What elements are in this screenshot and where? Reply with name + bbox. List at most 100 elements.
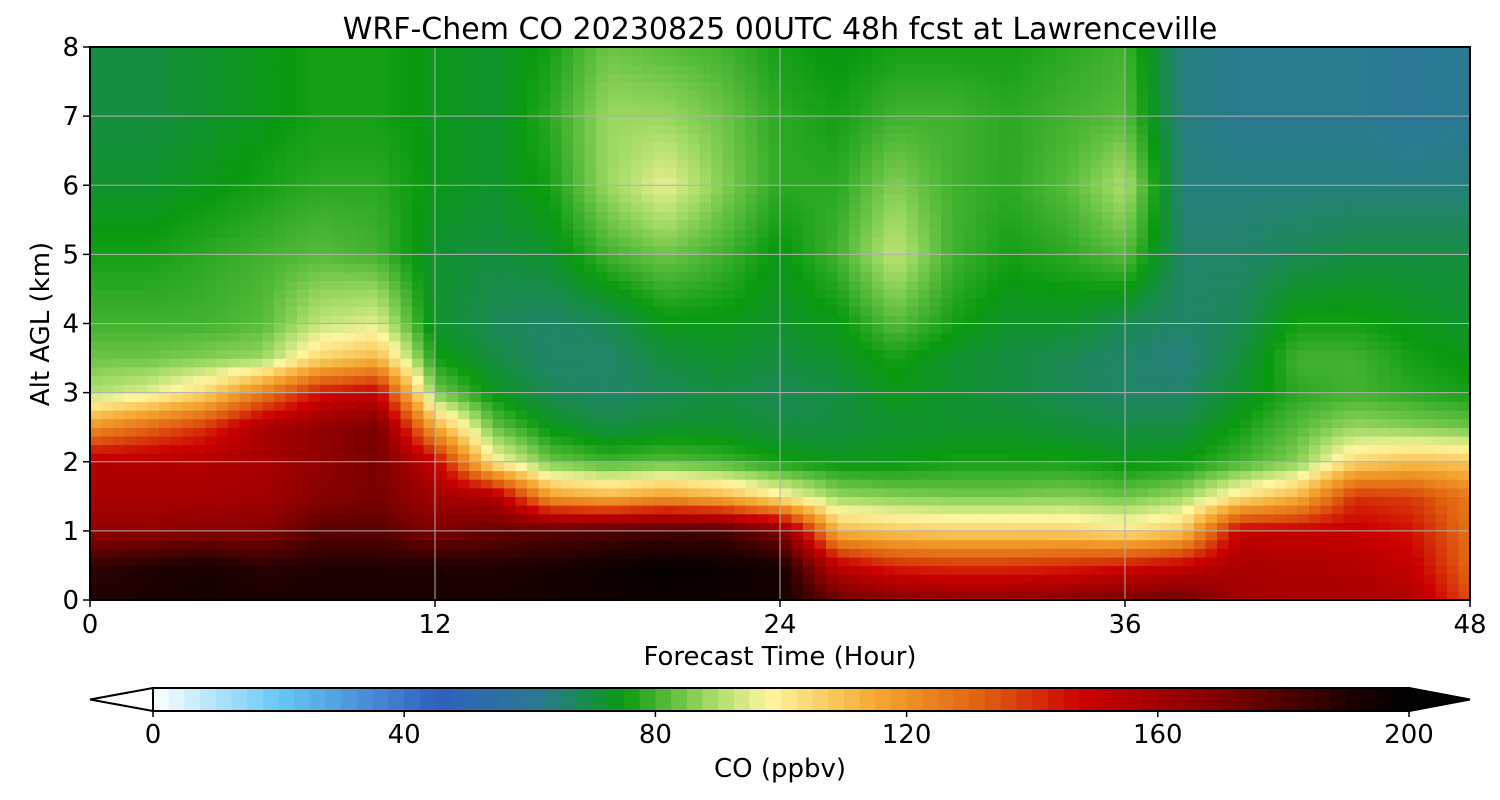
heatmap-cell bbox=[1148, 461, 1161, 472]
heatmap-cell bbox=[711, 271, 724, 281]
heatmap-cell bbox=[1228, 574, 1241, 584]
heatmap-cell bbox=[573, 453, 586, 463]
heatmap-cell bbox=[1355, 556, 1368, 567]
heatmap-cell bbox=[791, 392, 804, 402]
heatmap-cell bbox=[791, 340, 804, 351]
heatmap-cell bbox=[849, 401, 862, 411]
heatmap-cell bbox=[607, 323, 620, 333]
heatmap-cell bbox=[239, 323, 252, 333]
heatmap-cell bbox=[1435, 392, 1448, 402]
heatmap-cell bbox=[929, 271, 942, 281]
heatmap-cell bbox=[791, 245, 804, 256]
heatmap-cell bbox=[906, 375, 919, 385]
heatmap-cell bbox=[653, 479, 666, 489]
heatmap-cell bbox=[159, 392, 172, 402]
heatmap-cell bbox=[860, 487, 873, 498]
heatmap-cell bbox=[929, 548, 942, 558]
heatmap-cell bbox=[1424, 366, 1437, 377]
heatmap-cell bbox=[320, 237, 333, 247]
heatmap-cell bbox=[1297, 530, 1310, 541]
heatmap-cell bbox=[458, 461, 471, 472]
heatmap-cell bbox=[1343, 306, 1356, 316]
heatmap-cell bbox=[389, 418, 402, 428]
heatmap-cell bbox=[205, 237, 218, 247]
heatmap-cell bbox=[1251, 392, 1264, 402]
heatmap-cell bbox=[1366, 513, 1379, 523]
heatmap-cell bbox=[722, 461, 735, 472]
heatmap-cell bbox=[1194, 582, 1207, 593]
heatmap-cell bbox=[216, 401, 229, 411]
heatmap-cell bbox=[699, 539, 712, 549]
heatmap-cell bbox=[469, 245, 482, 256]
heatmap-cell bbox=[182, 392, 195, 402]
heatmap-cell bbox=[1447, 591, 1460, 600]
heatmap-cell bbox=[239, 496, 252, 506]
heatmap-cell bbox=[469, 591, 482, 600]
heatmap-cell bbox=[952, 323, 965, 333]
heatmap-cell bbox=[860, 530, 873, 541]
heatmap-cell bbox=[228, 565, 241, 575]
heatmap-cell bbox=[1378, 530, 1391, 541]
heatmap-cell bbox=[423, 332, 436, 342]
heatmap-cell bbox=[1033, 392, 1046, 402]
heatmap-cell bbox=[998, 522, 1011, 532]
heatmap-cell bbox=[216, 314, 229, 325]
heatmap-cell bbox=[722, 522, 735, 532]
heatmap-cell bbox=[1217, 288, 1230, 299]
heatmap-cell bbox=[1343, 245, 1356, 256]
heatmap-cell bbox=[941, 487, 954, 498]
heatmap-cell bbox=[607, 461, 620, 472]
heatmap-cell bbox=[918, 504, 931, 515]
heatmap-cell bbox=[1010, 461, 1023, 472]
heatmap-cell bbox=[147, 574, 160, 584]
heatmap-cell bbox=[1182, 539, 1195, 549]
heatmap-cell bbox=[1021, 461, 1034, 472]
heatmap-cell bbox=[1366, 504, 1379, 515]
heatmap-cell bbox=[124, 461, 137, 472]
heatmap-cell bbox=[1458, 479, 1470, 489]
heatmap-cell bbox=[642, 340, 655, 351]
heatmap-cell bbox=[1263, 418, 1276, 428]
heatmap-cell bbox=[308, 306, 321, 316]
heatmap-cell bbox=[446, 582, 459, 593]
heatmap-cell bbox=[458, 306, 471, 316]
heatmap-cell bbox=[1458, 418, 1470, 428]
heatmap-cell bbox=[159, 245, 172, 256]
heatmap-cell bbox=[527, 392, 540, 402]
heatmap-cell bbox=[400, 306, 413, 316]
heatmap-cell bbox=[538, 444, 551, 454]
heatmap-cell bbox=[1056, 349, 1069, 359]
heatmap-cell bbox=[550, 366, 563, 377]
heatmap-cell bbox=[101, 444, 114, 454]
heatmap-cell bbox=[124, 591, 137, 600]
heatmap-cell bbox=[1320, 323, 1333, 333]
heatmap-cell bbox=[366, 504, 379, 515]
heatmap-cell bbox=[596, 487, 609, 498]
heatmap-cell bbox=[1044, 504, 1057, 515]
heatmap-cell bbox=[895, 401, 908, 411]
heatmap-cell bbox=[550, 504, 563, 515]
heatmap-cell bbox=[538, 245, 551, 256]
heatmap-cell bbox=[1102, 496, 1115, 506]
heatmap-cell bbox=[446, 444, 459, 454]
heatmap-cell bbox=[1378, 263, 1391, 273]
heatmap-cell bbox=[676, 556, 689, 567]
heatmap-cell bbox=[308, 358, 321, 368]
heatmap-cell bbox=[1056, 288, 1069, 299]
heatmap-cell bbox=[998, 496, 1011, 506]
heatmap-cell bbox=[791, 306, 804, 316]
heatmap-cell bbox=[1217, 522, 1230, 532]
heatmap-cell bbox=[389, 504, 402, 515]
heatmap-cell bbox=[147, 263, 160, 273]
heatmap-cell bbox=[688, 591, 701, 600]
heatmap-cell bbox=[354, 582, 367, 593]
heatmap-cell bbox=[1412, 332, 1425, 342]
heatmap-cell bbox=[803, 487, 816, 498]
heatmap-cell bbox=[170, 470, 183, 480]
heatmap-cell bbox=[814, 332, 827, 342]
heatmap-cell bbox=[1263, 271, 1276, 281]
heatmap-cell bbox=[630, 461, 643, 472]
heatmap-cell bbox=[1332, 444, 1345, 454]
heatmap-cell bbox=[860, 280, 873, 290]
heatmap-cell bbox=[320, 392, 333, 402]
